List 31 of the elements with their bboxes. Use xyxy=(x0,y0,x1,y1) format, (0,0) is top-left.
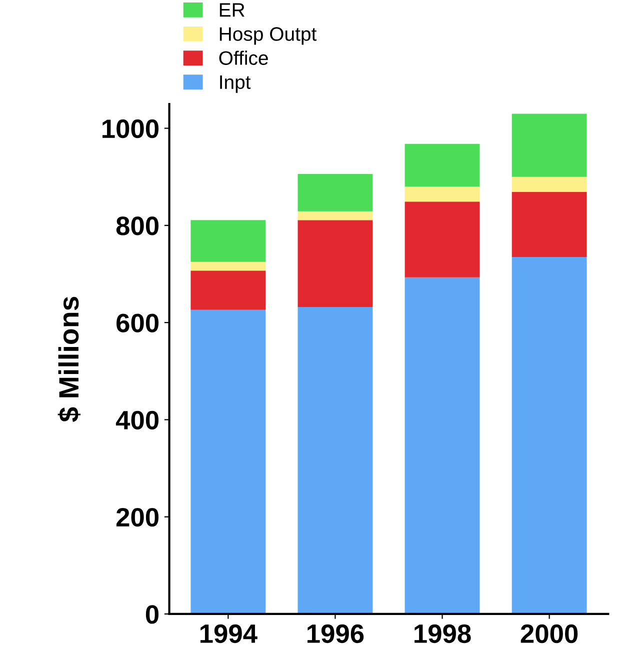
bar xyxy=(404,202,480,278)
bar xyxy=(404,277,480,614)
bar xyxy=(298,307,373,614)
bar xyxy=(298,211,373,220)
bar xyxy=(404,186,480,202)
legend-label: Inpt xyxy=(220,75,251,93)
x-tick-label: 2000 xyxy=(520,624,578,644)
bar xyxy=(512,176,587,192)
bar xyxy=(404,144,480,187)
y-tick-label: 200 xyxy=(116,508,158,527)
bar xyxy=(512,114,587,177)
y-tick-label: 800 xyxy=(116,216,158,236)
bar xyxy=(298,174,373,212)
bar xyxy=(190,220,266,262)
x-tick-label: 1998 xyxy=(414,624,471,644)
y-axis-title: $ Millions xyxy=(58,296,80,422)
bar xyxy=(512,256,587,614)
bar xyxy=(512,192,587,257)
legend-label: ER xyxy=(220,3,244,17)
bar xyxy=(190,270,266,310)
bar xyxy=(298,220,373,308)
bar xyxy=(190,310,266,614)
x-tick-label: 1996 xyxy=(308,624,364,644)
bar xyxy=(190,262,266,271)
y-tick-label: 400 xyxy=(116,410,158,430)
y-tick-label: 1000 xyxy=(102,119,158,138)
y-tick-label: 600 xyxy=(116,314,158,332)
y-tick-label: 0 xyxy=(146,605,158,624)
legend-label: Office xyxy=(219,50,268,65)
x-tick-label: 1994 xyxy=(200,624,258,644)
legend-label: Hosp Outpt xyxy=(220,27,317,45)
